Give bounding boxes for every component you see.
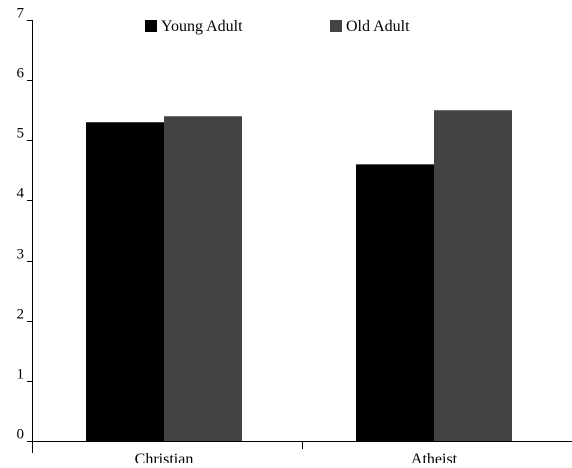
y-tick-label: 4: [17, 186, 25, 202]
legend-swatch: [330, 20, 342, 32]
bar-christian-young-adult: [86, 122, 164, 441]
y-tick-label: 5: [17, 126, 25, 142]
y-tick-label: 1: [17, 367, 25, 383]
bars: [86, 110, 512, 441]
legend-label: Young Adult: [161, 18, 243, 35]
legend-swatch: [145, 20, 157, 32]
x-tick-label: Atheist: [411, 451, 458, 463]
bar-atheist-old-adult: [434, 110, 512, 441]
bar-christian-old-adult: [164, 116, 242, 441]
y-tick-label: 3: [17, 247, 25, 263]
bar-atheist-young-adult: [356, 164, 434, 441]
y-tick-label: 7: [17, 6, 25, 22]
y-tick-label: 0: [17, 427, 25, 443]
legend: Young Adult Old Adult: [145, 18, 410, 35]
x-tick-label: Christian: [135, 451, 194, 463]
legend-label: Old Adult: [346, 18, 410, 35]
y-tick-label: 2: [17, 307, 25, 323]
y-tick-label: 6: [17, 66, 25, 82]
